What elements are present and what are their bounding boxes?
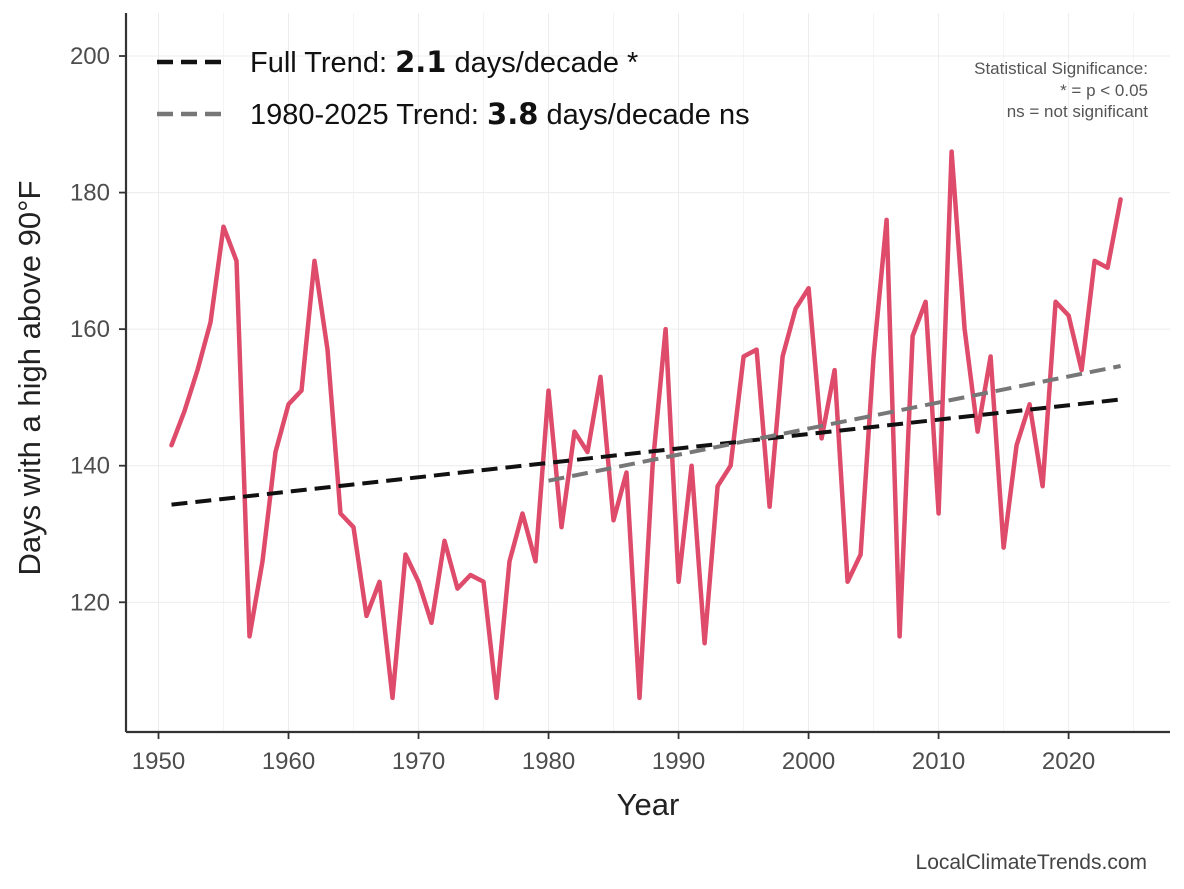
recent-trend-line xyxy=(548,364,1121,483)
x-tick-label: 1950 xyxy=(132,748,185,775)
credit-text: LocalClimateTrends.com xyxy=(916,851,1147,874)
legend-full-trend-label: Full Trend: 2.1 days/decade * xyxy=(250,45,638,79)
y-ticks: 120 140 160 180 200 xyxy=(70,43,126,616)
x-tick-label: 2000 xyxy=(782,748,835,775)
y-tick-label: 180 xyxy=(70,180,110,207)
significance-title: Statistical Significance: xyxy=(974,59,1148,78)
x-tick-label: 1960 xyxy=(262,748,315,775)
y-tick-label: 200 xyxy=(70,43,110,70)
x-tick-label: 2010 xyxy=(912,748,965,775)
y-tick-label: 140 xyxy=(70,453,110,480)
significance-line-1: * = p < 0.05 xyxy=(1060,81,1148,100)
x-axis-title: Year xyxy=(617,787,680,822)
y-tick-label: 120 xyxy=(70,589,110,616)
y-gridlines xyxy=(126,55,1170,603)
significance-line-2: ns = not significant xyxy=(1007,102,1149,121)
x-tick-label: 2020 xyxy=(1042,748,1095,775)
x-tick-label: 1990 xyxy=(652,748,705,775)
x-tick-label: 1980 xyxy=(522,748,575,775)
full-trend-line xyxy=(171,397,1121,507)
x-ticks: 1950 1960 1970 1980 1990 2000 2010 2020 xyxy=(132,732,1095,775)
y-tick-label: 160 xyxy=(70,316,110,343)
significance-note: Statistical Significance: * = p < 0.05 n… xyxy=(974,59,1148,121)
legend-recent-trend-label: 1980-2025 Trend: 3.8 days/decade ns xyxy=(250,97,750,131)
days-above-90f-series-line xyxy=(169,149,1123,701)
y-axis-title: Days with a high above 90°F xyxy=(12,181,47,576)
legend: Full Trend: 2.1 days/decade * 1980-2025 … xyxy=(157,45,750,131)
x-tick-label: 1970 xyxy=(392,748,445,775)
